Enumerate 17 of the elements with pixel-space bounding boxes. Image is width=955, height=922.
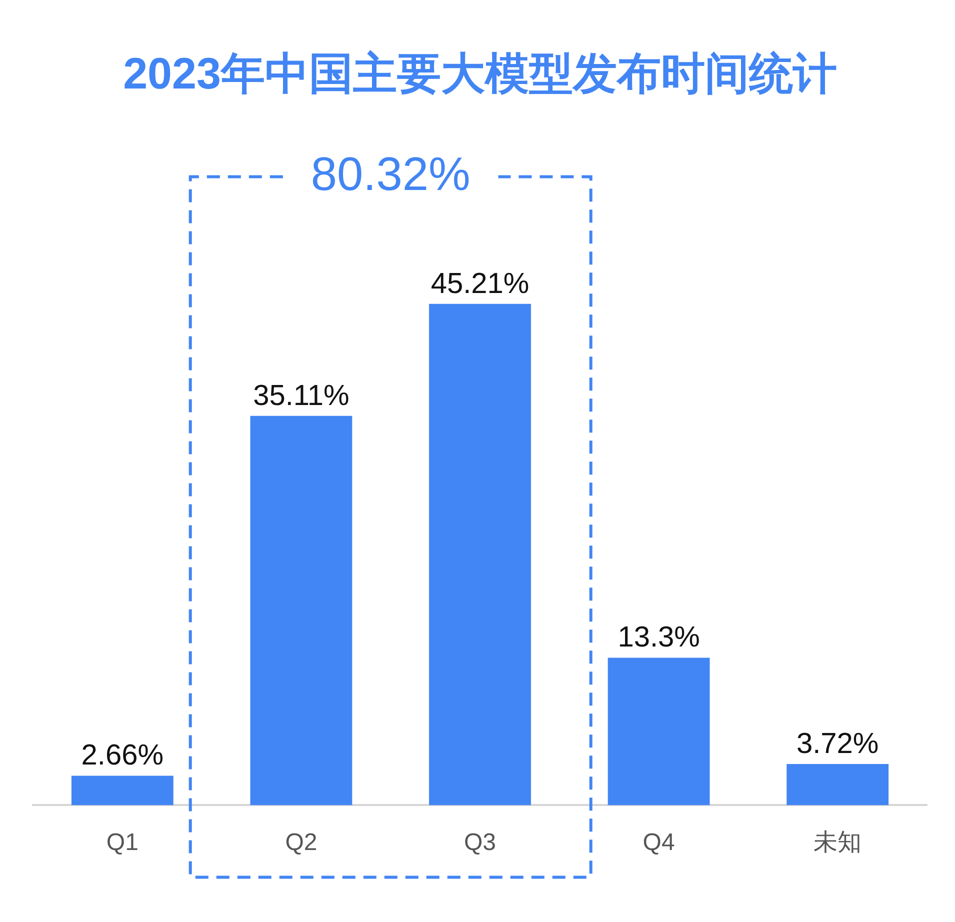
bar: [250, 416, 352, 806]
data-label: 2.66%: [81, 740, 164, 772]
text: 80.32%: [310, 146, 470, 200]
data-label: 3.72%: [796, 728, 879, 760]
bar: [71, 776, 174, 806]
data-label: 13.3%: [618, 622, 700, 654]
x-tick-label: Q3: [464, 829, 496, 856]
x-tick-label: Q2: [285, 829, 318, 856]
x-tick-label: Q1: [106, 829, 138, 856]
data-label: 35.11%: [253, 380, 350, 412]
data-label: 45.21%: [430, 268, 530, 300]
chart-title: 2023年中国主要大模型发布时间统计: [123, 50, 837, 99]
x-tick-label: Q4: [642, 829, 675, 856]
bar: [608, 658, 710, 806]
x-tick-label: 未知: [814, 829, 862, 856]
bar: [429, 304, 531, 806]
bar: [786, 764, 889, 806]
